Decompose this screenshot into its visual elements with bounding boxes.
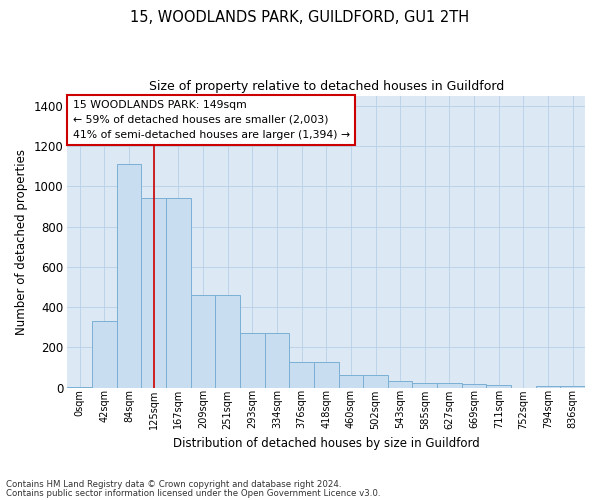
Text: Contains HM Land Registry data © Crown copyright and database right 2024.: Contains HM Land Registry data © Crown c… [6, 480, 341, 489]
Bar [388, 380, 412, 388]
Y-axis label: Number of detached properties: Number of detached properties [15, 148, 28, 334]
Bar [412, 382, 437, 388]
Bar [289, 362, 314, 388]
Bar [536, 386, 560, 388]
Text: 15 WOODLANDS PARK: 149sqm
← 59% of detached houses are smaller (2,003)
41% of se: 15 WOODLANDS PARK: 149sqm ← 59% of detac… [73, 100, 350, 140]
Title: Size of property relative to detached houses in Guildford: Size of property relative to detached ho… [149, 80, 504, 93]
Bar [560, 386, 585, 388]
Bar [92, 322, 117, 388]
Bar [462, 384, 487, 388]
Bar [240, 334, 265, 388]
Bar [117, 164, 142, 388]
Bar [67, 387, 92, 388]
Bar [338, 374, 363, 388]
Text: 15, WOODLANDS PARK, GUILDFORD, GU1 2TH: 15, WOODLANDS PARK, GUILDFORD, GU1 2TH [130, 10, 470, 25]
Bar [363, 374, 388, 388]
Bar [487, 385, 511, 388]
Bar [265, 334, 289, 388]
X-axis label: Distribution of detached houses by size in Guildford: Distribution of detached houses by size … [173, 437, 479, 450]
Text: Contains public sector information licensed under the Open Government Licence v3: Contains public sector information licen… [6, 488, 380, 498]
Bar [314, 362, 338, 388]
Bar [437, 382, 462, 388]
Bar [166, 198, 191, 388]
Bar [142, 198, 166, 388]
Bar [191, 295, 215, 388]
Bar [215, 295, 240, 388]
